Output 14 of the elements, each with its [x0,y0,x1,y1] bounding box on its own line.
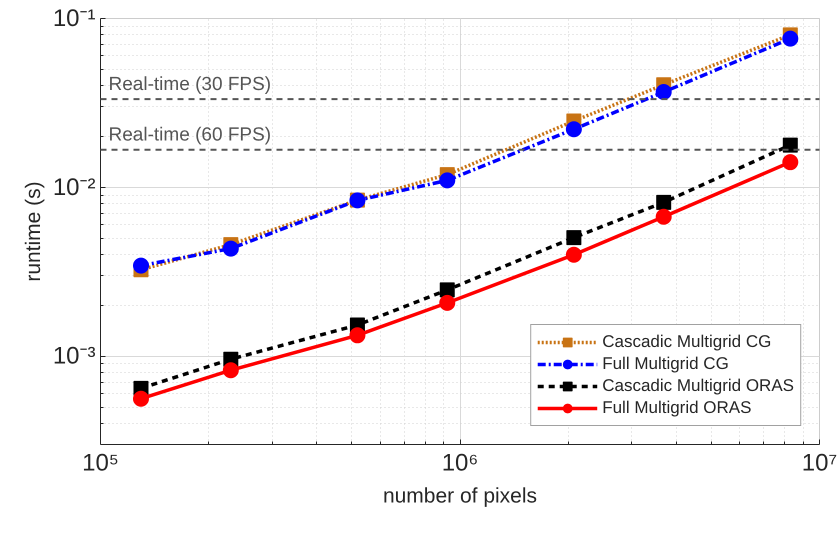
x-axis-title: number of pixels [382,484,538,508]
legend-label: Cascadic Multigrid ORAS [602,375,794,397]
legend-label: Full Multigrid CG [602,353,729,375]
ref-line-label: Real-time (30 FPS) [108,74,272,96]
y-tick-label: 10⁻² [52,174,96,201]
ref-line-label: Real-time (60 FPS) [108,124,272,146]
y-tick-label: 10⁻³ [52,342,96,370]
x-tick-label: 10⁵ [82,450,119,476]
legend-label: Full Multigrid ORAS [602,397,752,419]
y-axis-title: runtime (s) [22,181,45,282]
x-tick-label: 10⁶ [442,450,478,476]
x-tick-label: 10⁷ [802,450,838,476]
legend-label: Cascadic Multigrid CG [602,331,772,353]
y-tick-label: 10⁻¹ [52,5,96,32]
